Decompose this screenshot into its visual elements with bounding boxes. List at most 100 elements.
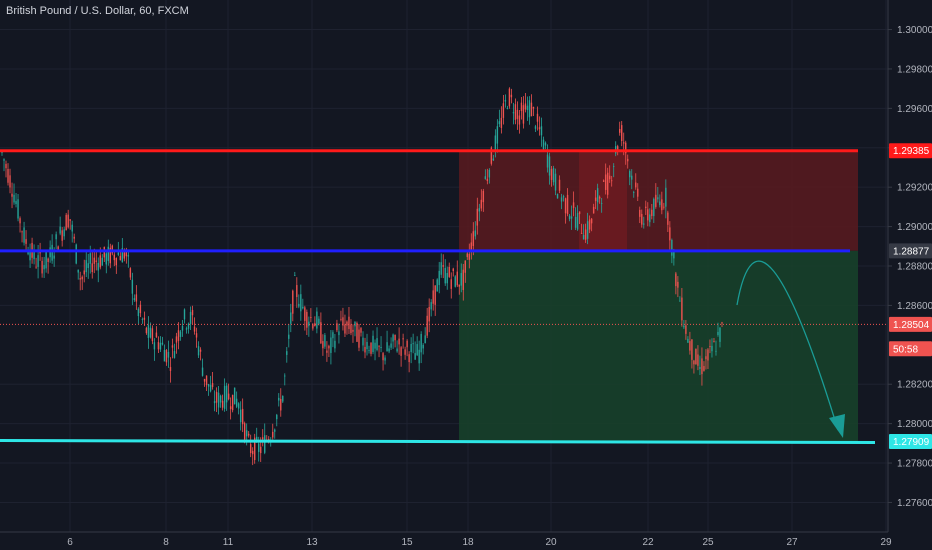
candle-body xyxy=(107,246,109,261)
candle-body xyxy=(197,346,200,356)
candle-body xyxy=(506,107,509,109)
projection-curve[interactable] xyxy=(736,260,839,431)
candle-body xyxy=(488,169,491,178)
candle-body xyxy=(13,194,15,203)
candle-body xyxy=(516,109,519,119)
candle-body xyxy=(428,306,430,322)
candle-body xyxy=(306,311,308,328)
candles xyxy=(1,87,723,466)
candle-body xyxy=(436,279,438,292)
candle-body xyxy=(25,239,27,244)
candle-body xyxy=(602,180,605,182)
candle-body xyxy=(462,269,464,290)
projection-arrow[interactable] xyxy=(736,260,845,438)
candle-body xyxy=(43,265,45,270)
position-tool[interactable] xyxy=(459,150,858,442)
candle-body xyxy=(621,125,623,142)
candle-body xyxy=(312,324,314,329)
candle-body xyxy=(416,344,418,356)
candle-body xyxy=(185,328,188,330)
candle-body xyxy=(109,247,112,264)
x-tick-label: 29 xyxy=(880,537,892,548)
candle-body xyxy=(612,166,615,168)
candle-body xyxy=(207,384,210,387)
candle-body xyxy=(9,175,11,188)
candle-body xyxy=(653,198,655,217)
candle-body xyxy=(324,335,326,347)
take-profit-zone[interactable] xyxy=(459,250,858,442)
stop-loss-zone[interactable] xyxy=(459,150,858,251)
candle-body xyxy=(288,334,290,339)
candle-body xyxy=(79,278,81,280)
candle-body xyxy=(442,265,444,267)
candle-body xyxy=(446,272,448,284)
candle-body xyxy=(627,158,629,162)
candle-body xyxy=(404,349,406,355)
candle-body xyxy=(350,324,352,334)
candle-body xyxy=(647,209,649,221)
candle-body xyxy=(629,171,631,178)
candle-body xyxy=(171,345,174,348)
candle-body xyxy=(117,252,120,255)
time-axis[interactable]: 6 8 11 13 15 18 20 22 25 27 29 xyxy=(67,537,892,548)
candle-body xyxy=(713,341,715,343)
candle-body xyxy=(570,216,573,219)
candle-body xyxy=(518,115,521,125)
candle-body xyxy=(458,284,460,287)
candle-body xyxy=(496,126,499,144)
candle-body xyxy=(649,214,651,223)
candle-body xyxy=(402,338,404,340)
candle-body xyxy=(550,169,553,180)
candle-body xyxy=(691,339,693,360)
candle-body xyxy=(334,340,336,349)
candle-body xyxy=(422,344,424,349)
candle-body xyxy=(619,129,621,133)
candle-body xyxy=(105,253,107,265)
candle-body xyxy=(448,266,450,277)
y-tick-label: 1.30000 xyxy=(897,25,932,36)
candle-body xyxy=(564,198,567,214)
candle-body xyxy=(476,208,479,226)
candle-body xyxy=(538,127,541,130)
candle-body xyxy=(715,350,717,352)
candle-body xyxy=(544,142,547,146)
candle-body xyxy=(540,126,543,136)
candle-body xyxy=(55,234,57,240)
target-line[interactable] xyxy=(0,439,876,445)
candle-body xyxy=(392,334,394,342)
candle-body xyxy=(338,331,340,336)
y-tick-label: 1.29800 xyxy=(897,64,932,75)
candle-body xyxy=(703,366,705,371)
candle-body xyxy=(300,294,302,312)
candle-body xyxy=(276,414,278,420)
candle-body xyxy=(95,260,97,262)
candle-body xyxy=(388,348,390,352)
candle-body xyxy=(73,236,75,239)
x-tick-label: 20 xyxy=(545,537,557,548)
candle-body xyxy=(41,260,43,274)
candle-body xyxy=(332,332,334,339)
candle-body xyxy=(159,342,162,350)
candle-body xyxy=(360,328,362,333)
candle-body xyxy=(302,306,304,309)
candle-body xyxy=(135,294,138,302)
candle-body xyxy=(256,436,258,441)
candle-body xyxy=(482,190,485,203)
candle-body xyxy=(247,433,250,436)
candle-body xyxy=(328,345,330,349)
candle-body xyxy=(625,142,627,154)
candle-body xyxy=(183,309,186,320)
horizontal-lines[interactable] xyxy=(0,149,888,445)
candle-body xyxy=(199,349,202,352)
candle-body xyxy=(452,268,454,272)
y-tick-label: 1.27600 xyxy=(897,498,932,509)
candle-body xyxy=(227,393,230,400)
candle-body xyxy=(586,221,589,239)
candle-body xyxy=(89,253,91,264)
candle-body xyxy=(322,341,324,349)
candle-body xyxy=(304,307,306,321)
candle-body xyxy=(386,342,388,352)
candle-body xyxy=(372,335,374,353)
candle-body xyxy=(163,349,166,362)
